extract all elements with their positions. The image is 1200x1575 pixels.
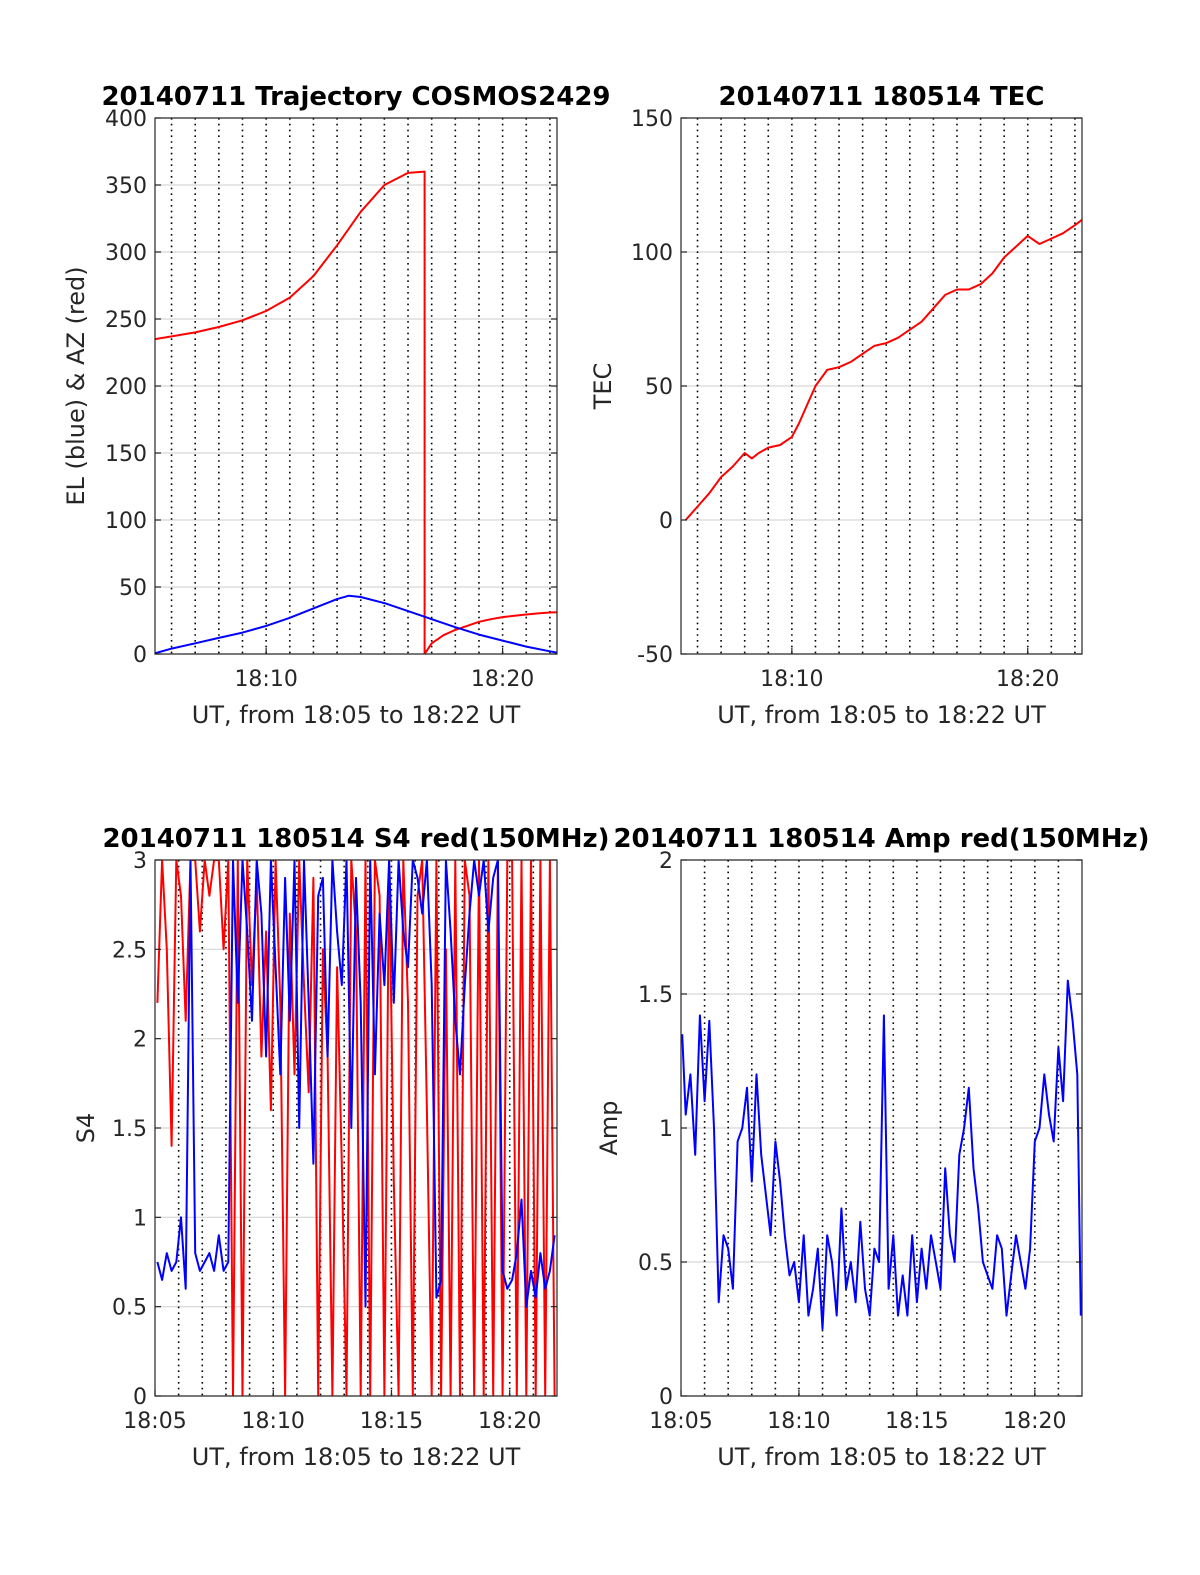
tec-title: 20140711 180514 TEC [719, 82, 1045, 112]
s4-ytick-label: 2.5 [112, 938, 147, 963]
trajectory-panel: 0 50 100 150 200 250 300 350 400 18:10 18:20 201407… [62, 82, 611, 729]
tec-ylabel: TEC [589, 363, 617, 411]
amp-xtick-label: 18:20 [1003, 1409, 1066, 1434]
amp-ytick-label: 0.5 [638, 1251, 673, 1276]
trajectory-ytick-label: 200 [105, 375, 147, 400]
trajectory-ytick-label: 50 [119, 576, 147, 601]
amp-panel: 0 0.5 1 1.5 2 18:05 18:10 18:15 18:20 20140711 18… [595, 824, 1150, 1471]
trajectory-series-red-line [155, 170, 557, 654]
s4-ytick-label: 2 [133, 1028, 147, 1053]
tec-ytick-label: -50 [637, 643, 673, 668]
trajectory-xtick-label: 18:10 [234, 667, 297, 692]
tec-ytick-label: 0 [659, 509, 673, 534]
s4-series-blue-line [156, 860, 556, 1308]
amp-ytick-label: 0 [659, 1385, 673, 1410]
trajectory-ylabel: EL (blue) & AZ (red) [62, 266, 90, 505]
tec-xtick-label: 18:20 [996, 667, 1059, 692]
s4-xtick-label: 18:15 [360, 1409, 423, 1434]
amp-ylabel: Amp [595, 1100, 623, 1155]
trajectory-ytick-label: 100 [105, 509, 147, 534]
amp-xtick-label: 18:05 [649, 1409, 712, 1434]
s4-ytick-label: 0 [133, 1385, 147, 1410]
tec-ytick-label: 150 [631, 107, 673, 132]
trajectory-xtick-label: 18:20 [471, 667, 534, 692]
amp-ytick-label: 2 [659, 849, 673, 874]
trajectory-series-blue-line [155, 594, 557, 654]
tec-ytick-label: 50 [645, 375, 673, 400]
s4-ytick-label: 0.5 [112, 1296, 147, 1321]
tec-xtick-label: 18:10 [760, 667, 823, 692]
s4-xlabel: UT, from 18:05 to 18:22 UT [192, 1443, 521, 1471]
tec-ytick-label: 100 [631, 241, 673, 266]
tec-series-red-line [684, 219, 1082, 521]
s4-xtick-label: 18:20 [478, 1409, 541, 1434]
amp-title: 20140711 180514 Amp red(150MHz) [613, 824, 1149, 854]
trajectory-ytick-label: 250 [105, 308, 147, 333]
amp-ytick-label: 1.5 [638, 983, 673, 1008]
trajectory-ytick-label: 300 [105, 241, 147, 266]
amp-xlabel: UT, from 18:05 to 18:22 UT [717, 1443, 1046, 1471]
amp-ytick-label: 1 [659, 1117, 673, 1142]
trajectory-title: 20140711 Trajectory COSMOS2429 [101, 82, 610, 112]
s4-panel: 0 0.5 1 1.5 2 2.5 3 18:05 18:10 18:15 18:20 2014071… [72, 824, 610, 1471]
trajectory-ytick-label: 150 [105, 442, 147, 467]
trajectory-ytick-label: 350 [105, 174, 147, 199]
amp-xtick-label: 18:10 [767, 1409, 830, 1434]
amp-series-blue-line [681, 979, 1082, 1330]
tec-xlabel: UT, from 18:05 to 18:22 UT [717, 701, 1046, 729]
s4-ytick-label: 1 [133, 1206, 147, 1231]
s4-ytick-label: 3 [133, 849, 147, 874]
s4-series-red-line [156, 860, 556, 1396]
amp-xtick-label: 18:15 [885, 1409, 948, 1434]
tec-panel: -50 0 50 100 150 18:10 18:20 20140711 180514 TE… [589, 82, 1083, 729]
s4-xtick-label: 18:05 [123, 1409, 186, 1434]
trajectory-ytick-label: 400 [105, 107, 147, 132]
s4-ytick-label: 1.5 [112, 1117, 147, 1142]
trajectory-ytick-label: 0 [133, 643, 147, 668]
trajectory-xlabel: UT, from 18:05 to 18:22 UT [192, 701, 521, 729]
s4-xtick-label: 18:10 [242, 1409, 305, 1434]
s4-ylabel: S4 [72, 1113, 100, 1144]
s4-title: 20140711 180514 S4 red(150MHz) [102, 824, 609, 854]
